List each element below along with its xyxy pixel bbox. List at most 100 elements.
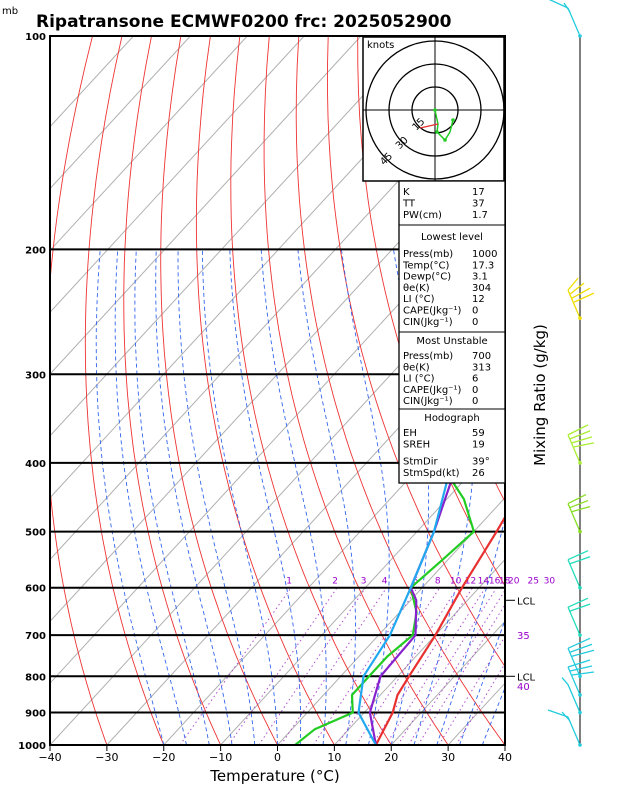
pressure-tick-label: 900 [25, 709, 46, 720]
wind-barb-flag [569, 665, 593, 672]
wind-barb-base [578, 633, 582, 637]
pressure-tick-label: 300 [25, 370, 46, 381]
stat-value: 59 [472, 428, 485, 439]
wind-barb-staff [567, 503, 581, 532]
moist-adiabat [297, 249, 356, 745]
stat-name: K [403, 187, 410, 198]
stat-name: θe(K) [403, 362, 430, 373]
stat-name: CIN(Jkg⁻¹) [403, 396, 453, 407]
dry-adiabat [357, 36, 505, 587]
dry-adiabat [593, 36, 618, 745]
wind-barb-base [578, 34, 582, 38]
pressure-tick-label: 200 [25, 245, 46, 256]
wind-barb-staff [567, 7, 581, 37]
wind-barb-base [578, 585, 582, 590]
pressure-tick-label: 800 [25, 672, 46, 683]
wind-barb-base [578, 674, 582, 679]
stat-value: 0 [472, 385, 478, 396]
isotherm [390, 620, 505, 745]
stat-name: EH [403, 428, 417, 439]
stat-value: 19 [472, 439, 485, 450]
hodograph-ring-45 [365, 40, 505, 180]
moist-adiabat [504, 743, 505, 745]
isotherm [50, 249, 505, 745]
moist-adiabat [201, 249, 278, 745]
stat-name: Press(mb) [403, 351, 453, 362]
stat-name: Dewp(°C) [403, 272, 451, 283]
stat-name: SREH [403, 439, 430, 450]
pressure-tick-label: 400 [25, 459, 46, 470]
isotherm [50, 187, 505, 684]
stat-name: PW(cm) [403, 210, 442, 221]
dry-adiabat [195, 36, 335, 745]
wind-barb-base [578, 529, 582, 534]
x-tick-label: 40 [498, 751, 512, 764]
dry-adiabat [263, 36, 449, 745]
mixing-ratio-label: 8 [435, 577, 441, 587]
stats-section-title: Most Unstable [416, 336, 487, 347]
wind-barb-staff [567, 434, 581, 464]
stat-value: 26 [472, 468, 485, 479]
mixing-ratio-label: 10 [450, 577, 462, 587]
wind-barb-flag [567, 493, 587, 505]
pressure-tick-label: 1000 [18, 741, 46, 752]
wind-barb-flag [571, 649, 595, 657]
dry-adiabat [295, 36, 505, 745]
x-tick-label: −10 [209, 751, 232, 764]
hodograph-point [433, 108, 437, 112]
stats-section-title: Hodograph [424, 413, 479, 424]
mixing-ratio-label: 25 [527, 577, 538, 587]
stat-name: TT [402, 199, 416, 210]
pressure-tick-label: 500 [25, 528, 46, 539]
stat-name: StmDir [403, 457, 438, 468]
lcl-label: LCL [517, 596, 536, 607]
hodograph: knots 15 30 45 [362, 36, 505, 182]
isotherm [50, 36, 248, 252]
stat-value: 17 [472, 187, 485, 198]
x-tick-label: −20 [152, 751, 175, 764]
wind-barb-staff [567, 716, 581, 746]
stat-value: 37 [472, 199, 485, 210]
hodograph-point [435, 130, 439, 134]
stat-name: Press(mb) [403, 249, 453, 260]
wind-barb-flag [567, 637, 591, 649]
pressure-tick-label: 600 [25, 584, 46, 595]
isotherm [50, 36, 305, 313]
wind-barb-flag [569, 282, 585, 295]
wind-barb-flag [563, 2, 571, 13]
mixing-ratio-line [312, 587, 418, 745]
isotherm [50, 36, 362, 375]
mixing-ratio-label: 16 [489, 577, 501, 587]
stat-name: CIN(Jkg⁻¹) [403, 317, 453, 328]
wind-barb-flag [571, 436, 593, 444]
dry-adiabat [564, 36, 618, 745]
dry-adiabat [160, 36, 278, 745]
lcl-label: LCL [517, 672, 536, 683]
isotherm [50, 36, 134, 128]
hodograph-storm-motion [419, 123, 439, 129]
wind-barb-base [578, 743, 582, 747]
theta-label: 40 [517, 682, 530, 693]
wind-barb-flag [571, 287, 591, 299]
wind-barb-flag [569, 430, 591, 440]
mixing-ratio-label: 20 [508, 577, 520, 587]
mixing-ratio-label: 4 [382, 577, 388, 587]
temperature-profile [374, 515, 505, 745]
wind-barb-staff [567, 648, 581, 677]
mixing-ratio-label: 3 [361, 577, 367, 587]
moist-adiabat [229, 249, 302, 745]
wind-barb-flag [567, 550, 589, 561]
stat-name: StmSpd(kt) [403, 468, 460, 479]
stats-panel: K 17 TT 37 PW(cm) 1.7 Lowest level Press(mb) 100… [398, 180, 506, 484]
wind-barb-flag [569, 556, 591, 565]
stat-value: 304 [472, 283, 491, 294]
isotherm [334, 558, 505, 745]
hodograph-units: knots [367, 40, 394, 51]
hodograph-ring-15 [411, 86, 459, 134]
wind-barb-staff [567, 684, 581, 713]
moist-adiabat [177, 249, 256, 745]
hodograph-point [451, 118, 455, 122]
isotherm [50, 36, 419, 437]
